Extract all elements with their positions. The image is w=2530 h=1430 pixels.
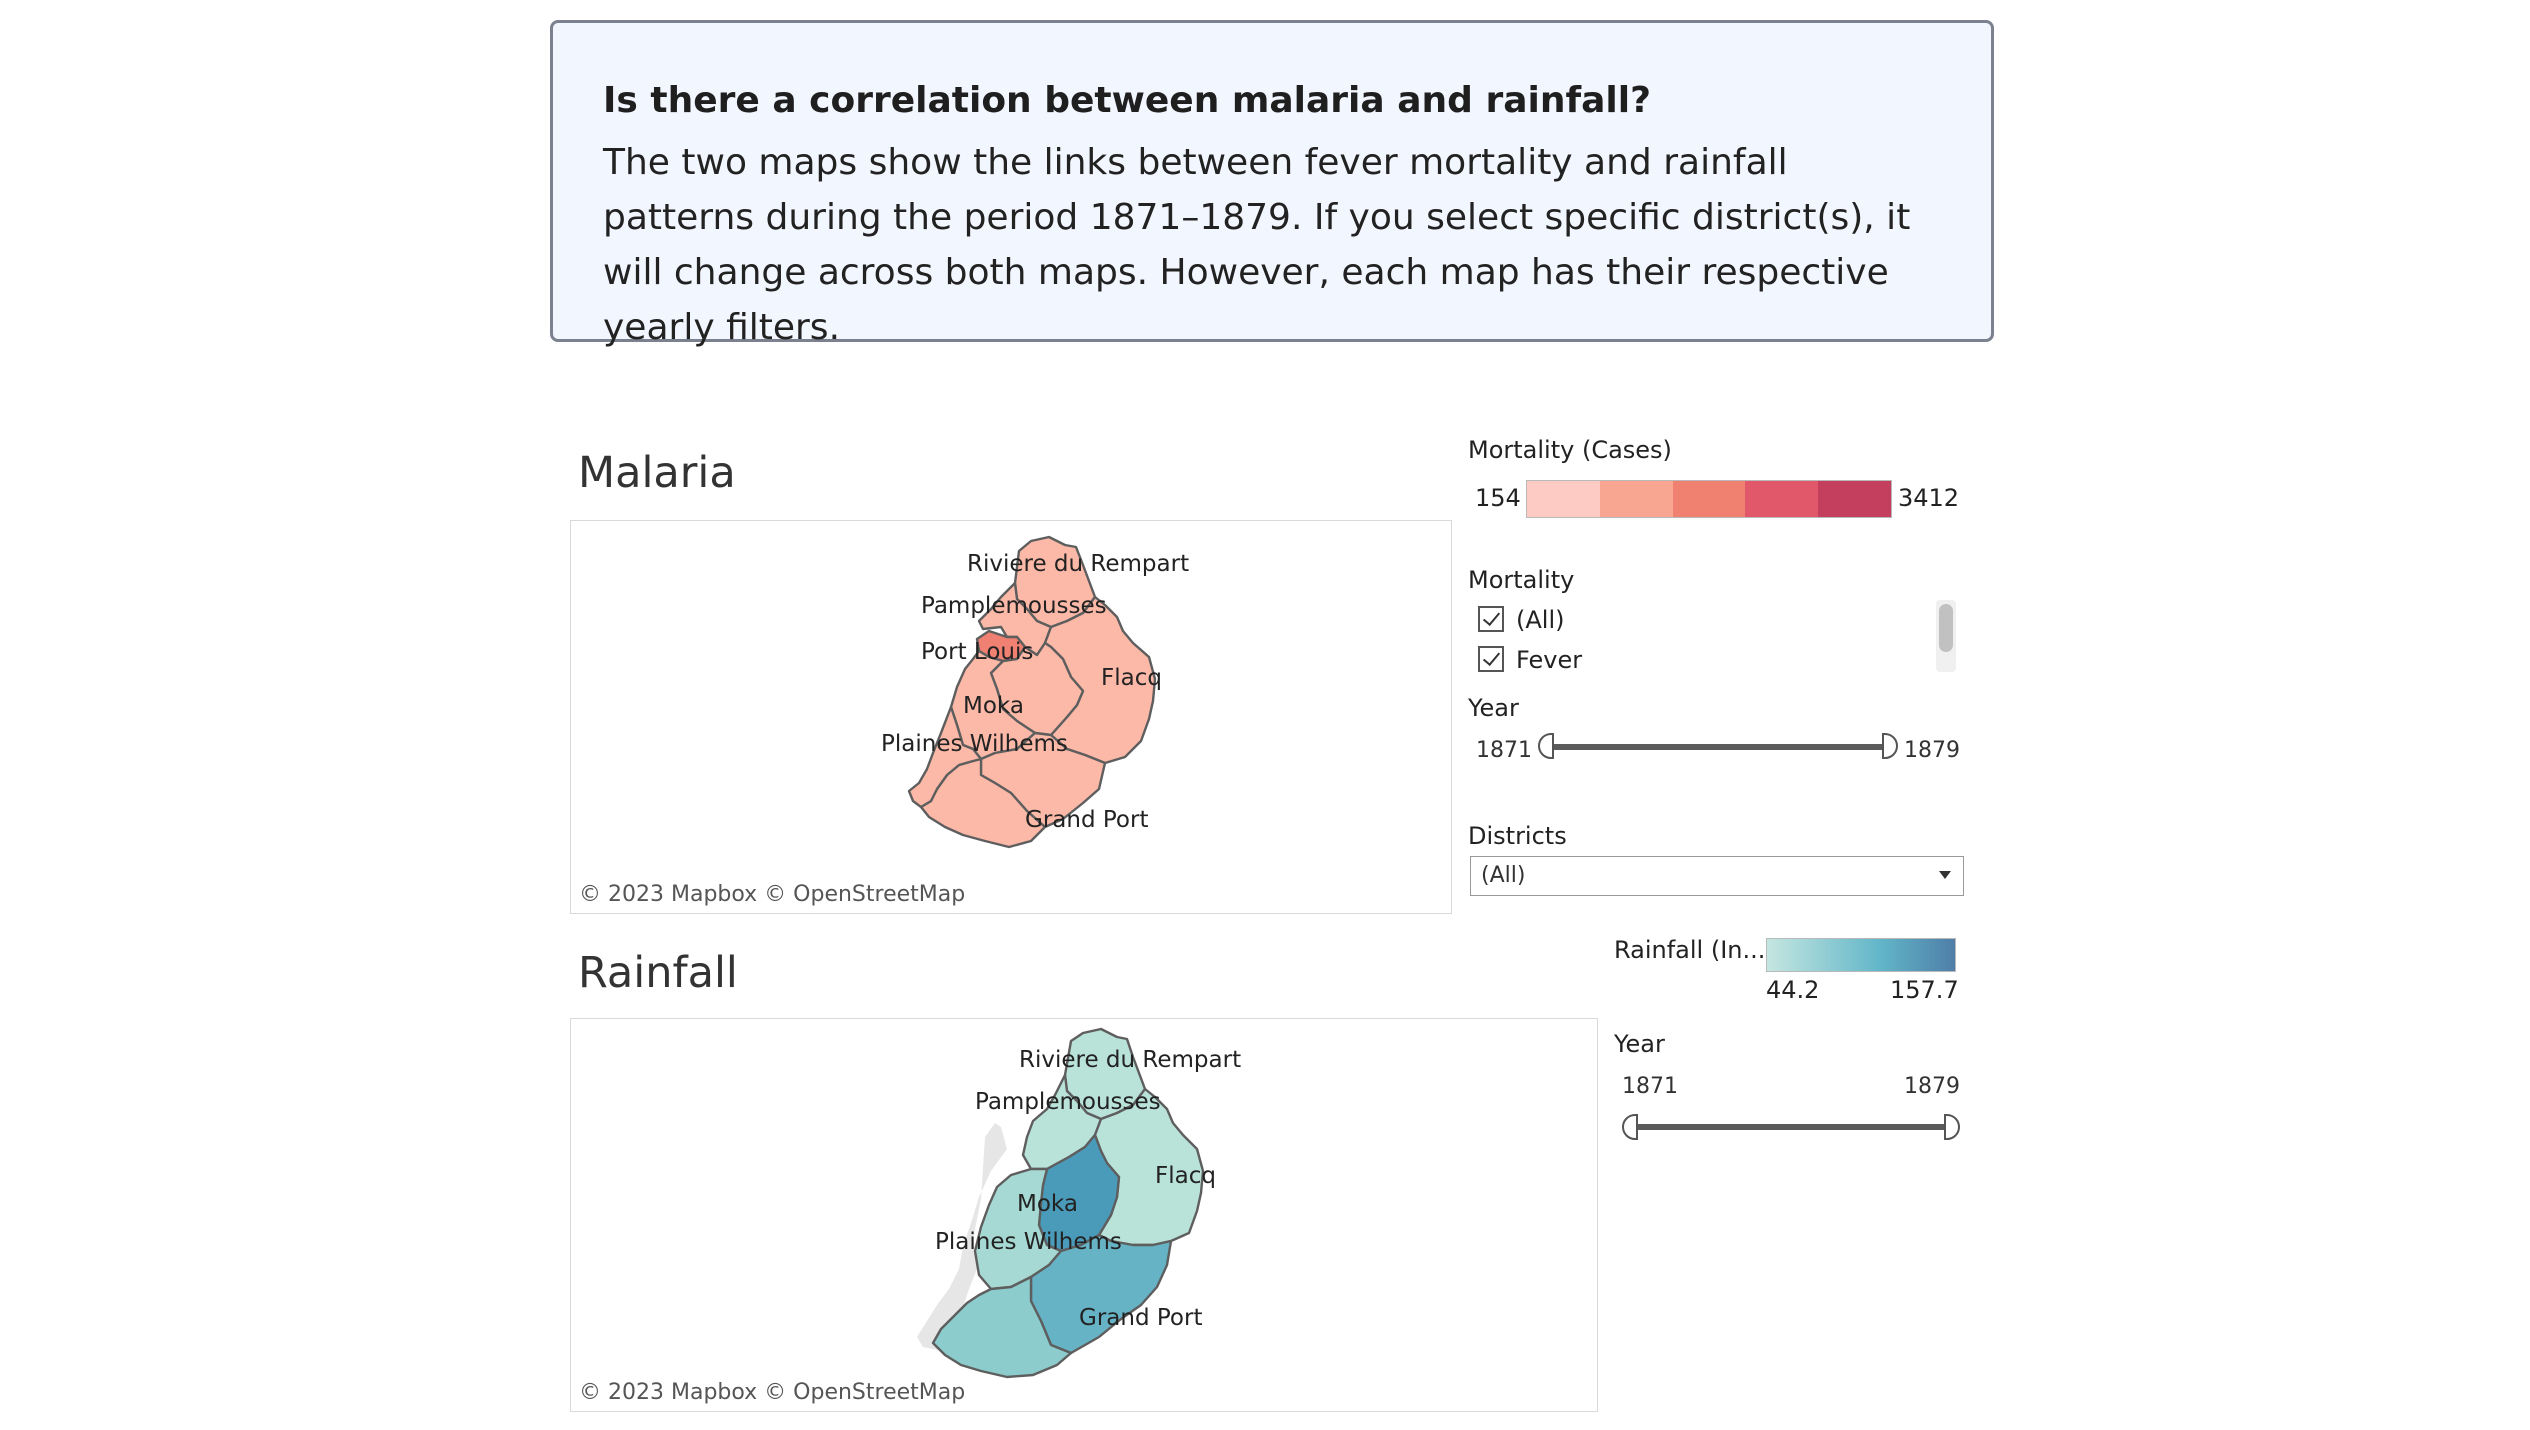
malaria-label-riviere-du-rempart: Riviere du Rempart bbox=[967, 551, 1189, 577]
rainfall-label-plaines-wilhems: Plaines Wilhems bbox=[935, 1229, 1122, 1255]
rainfall-label-pamplemousses: Pamplemousses bbox=[975, 1089, 1161, 1115]
mortality-legend-step bbox=[1527, 481, 1600, 517]
scrollbar-thumb[interactable] bbox=[1939, 604, 1953, 652]
checkbox-fever-label[interactable]: Fever bbox=[1516, 646, 1583, 674]
mortality-legend-min: 154 bbox=[1475, 484, 1521, 512]
rainfall-map-svg: Riviere du Rempart Pamplemousses Flacq M… bbox=[917, 1027, 1241, 1379]
mortality-filter-scrollbar[interactable] bbox=[1936, 600, 1956, 672]
checkbox-all[interactable] bbox=[1478, 606, 1504, 632]
malaria-label-flacq: Flacq bbox=[1101, 665, 1162, 691]
mortality-legend-step bbox=[1672, 481, 1746, 517]
malaria-label-grand-port: Grand Port bbox=[1025, 807, 1148, 833]
rainfall-title: Rainfall bbox=[578, 948, 738, 998]
districts-title: Districts bbox=[1468, 822, 1567, 850]
intro-box: Is there a correlation between malaria a… bbox=[550, 20, 1994, 348]
malaria-year-max: 1879 bbox=[1904, 738, 1960, 763]
malaria-label-moka: Moka bbox=[963, 693, 1024, 719]
mortality-legend-title: Mortality (Cases) bbox=[1468, 436, 1672, 464]
mortality-legend-bar bbox=[1526, 480, 1892, 518]
chevron-down-icon bbox=[1939, 871, 1951, 879]
rainfall-legend-max: 157.7 bbox=[1890, 976, 1959, 1004]
rainfall-year-handle-min[interactable] bbox=[1622, 1114, 1638, 1140]
checkbox-all-label[interactable]: (All) bbox=[1516, 606, 1565, 634]
malaria-year-handle-min[interactable] bbox=[1538, 733, 1554, 759]
rainfall-map-credit: © 2023 Mapbox © OpenStreetMap bbox=[579, 1380, 966, 1405]
rainfall-label-flacq: Flacq bbox=[1155, 1163, 1216, 1189]
malaria-label-port-louis: Port Louis bbox=[921, 639, 1033, 665]
malaria-year-min: 1871 bbox=[1476, 738, 1532, 763]
rainfall-map[interactable]: Riviere du Rempart Pamplemousses Flacq M… bbox=[570, 1018, 1598, 1412]
malaria-label-plaines-wilhems: Plaines Wilhems bbox=[881, 731, 1068, 757]
malaria-map[interactable]: Riviere du Rempart Pamplemousses Port Lo… bbox=[570, 520, 1452, 914]
districts-dropdown-value: (All) bbox=[1481, 863, 1526, 888]
rainfall-label-riviere-du-rempart: Riviere du Rempart bbox=[1019, 1047, 1241, 1073]
malaria-title: Malaria bbox=[578, 448, 736, 498]
malaria-year-handle-max[interactable] bbox=[1882, 733, 1898, 759]
rainfall-year-track[interactable] bbox=[1634, 1124, 1950, 1130]
intro-body: The two maps show the links between feve… bbox=[603, 142, 1911, 348]
checkbox-fever[interactable] bbox=[1478, 646, 1504, 672]
malaria-map-credit: © 2023 Mapbox © OpenStreetMap bbox=[579, 882, 966, 907]
district-black-river[interactable] bbox=[907, 705, 983, 809]
rainfall-legend-bar bbox=[1766, 938, 1956, 972]
rainfall-year-max: 1879 bbox=[1904, 1074, 1960, 1099]
malaria-map-svg: Riviere du Rempart Pamplemousses Port Lo… bbox=[881, 535, 1189, 849]
rainfall-legend-title: Rainfall (In... bbox=[1614, 936, 1766, 964]
mortality-legend-max: 3412 bbox=[1898, 484, 1960, 512]
mortality-legend-step bbox=[1745, 481, 1819, 517]
rainfall-base-land bbox=[917, 1123, 1007, 1351]
rainfall-year-title: Year bbox=[1614, 1030, 1665, 1058]
rainfall-label-grand-port: Grand Port bbox=[1079, 1305, 1202, 1331]
mortality-filter-title: Mortality bbox=[1468, 566, 1575, 594]
mortality-legend-step bbox=[1599, 481, 1673, 517]
rainfall-year-min: 1871 bbox=[1622, 1074, 1678, 1099]
malaria-label-pamplemousses: Pamplemousses bbox=[921, 593, 1107, 619]
rainfall-year-handle-max[interactable] bbox=[1944, 1114, 1960, 1140]
intro-question: Is there a correlation between malaria a… bbox=[603, 80, 1651, 121]
rainfall-label-moka: Moka bbox=[1017, 1191, 1078, 1217]
malaria-year-track[interactable] bbox=[1548, 744, 1888, 750]
mortality-legend-step bbox=[1818, 481, 1891, 517]
rainfall-legend-min: 44.2 bbox=[1766, 976, 1820, 1004]
rain-district-savanne[interactable] bbox=[931, 1275, 1073, 1379]
malaria-year-title: Year bbox=[1468, 694, 1519, 722]
districts-dropdown[interactable]: (All) bbox=[1470, 856, 1964, 896]
